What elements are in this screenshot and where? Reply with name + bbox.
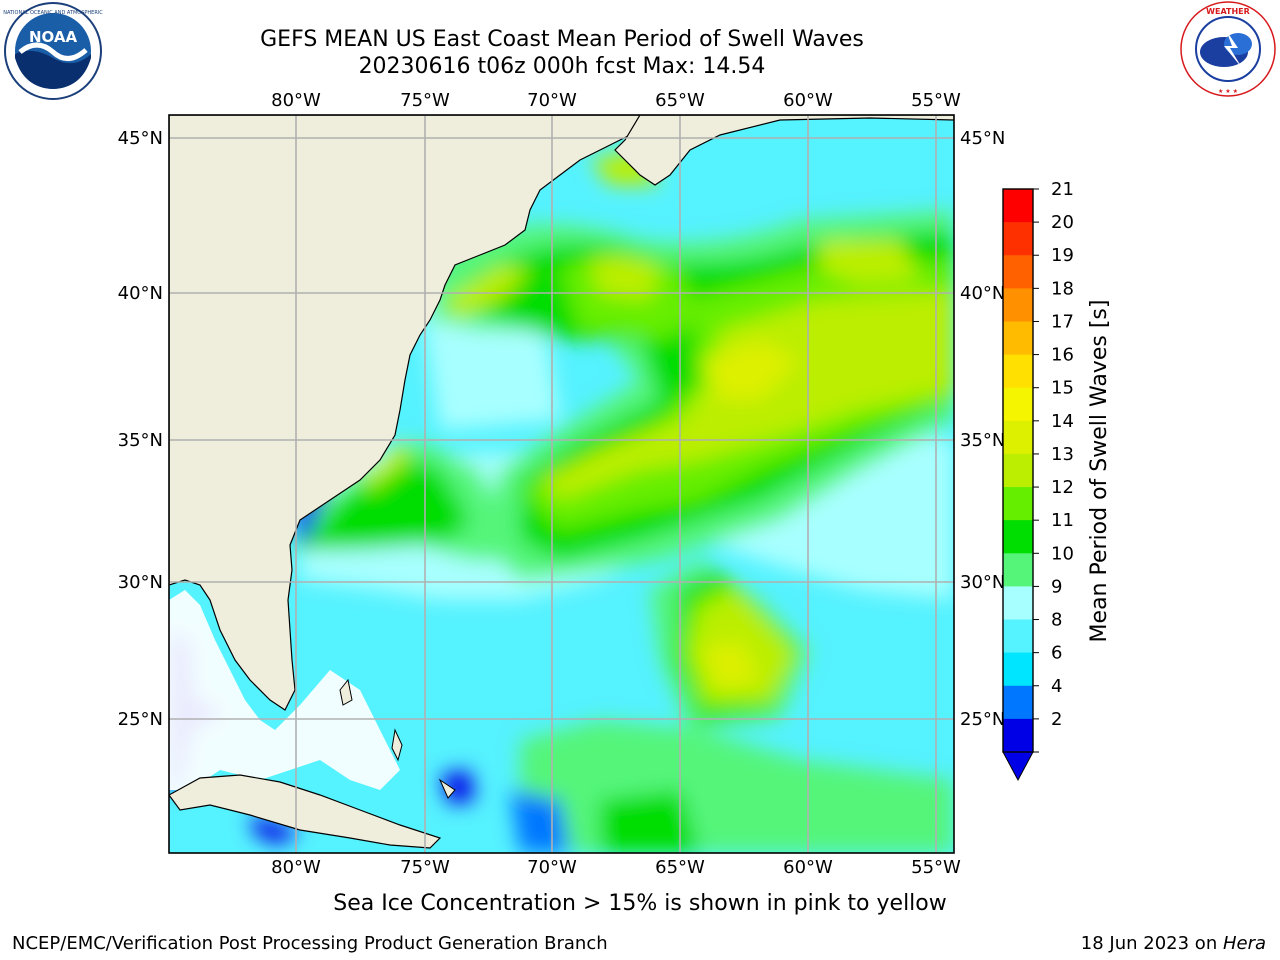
colorbar-swatch — [1003, 520, 1033, 554]
lon-label-bottom: 60°W — [783, 857, 833, 878]
colorbar-tick-label: 17 — [1051, 311, 1074, 332]
chart-subtitle: 20230616 t06z 000h fcst Max: 14.54 — [358, 54, 766, 79]
lat-label-left: 25°N — [118, 709, 163, 730]
colorbar-swatch — [1003, 189, 1033, 223]
lon-label-bottom: 65°W — [655, 857, 705, 878]
colorbar-swatch — [1003, 586, 1033, 621]
colorbar-tick-label: 2 — [1051, 709, 1062, 730]
colorbar-swatch — [1003, 354, 1033, 389]
lon-label-top: 75°W — [400, 90, 450, 111]
colorbar-swatch — [1003, 321, 1033, 356]
sea-ice-note: Sea Ice Concentration > 15% is shown in … — [333, 891, 947, 916]
lon-label-top: 70°W — [527, 90, 577, 111]
noaa-logo: NOAA NATIONAL OCEANIC AND ATMOSPHERIC — [3, 2, 103, 100]
lat-label-left: 40°N — [118, 283, 163, 304]
colorbar-tick-label: 21 — [1051, 179, 1074, 200]
colorbar-extend-triangle — [1002, 751, 1034, 782]
lon-label-top: 55°W — [911, 90, 961, 111]
chart-title: GEFS MEAN US East Coast Mean Period of S… — [260, 27, 864, 52]
lat-label-left: 45°N — [118, 128, 163, 149]
colorbar-tick-label: 6 — [1051, 643, 1062, 664]
host-name: Hera — [1222, 933, 1266, 954]
lon-label-bottom: 55°W — [911, 857, 961, 878]
colorbar-tick-label: 8 — [1051, 610, 1062, 631]
colorbar-tick-label: 14 — [1051, 411, 1074, 432]
lon-label-bottom: 75°W — [400, 857, 450, 878]
colorbar-swatch — [1003, 619, 1033, 654]
date-prefix: 18 Jun 2023 on — [1080, 933, 1223, 954]
colorbar-swatch — [1003, 387, 1033, 422]
colorbar-swatch — [1003, 652, 1033, 687]
colorbar-tick-label: 11 — [1051, 510, 1074, 531]
noaa-ring-text: NATIONAL OCEANIC AND ATMOSPHERIC — [3, 10, 103, 16]
colorbar-tick-label: 10 — [1051, 543, 1074, 564]
colorbar-label: Mean Period of Swell Waves [s] — [1087, 300, 1112, 643]
lon-label-bottom: 80°W — [271, 857, 321, 878]
graticule — [169, 115, 954, 853]
lat-label-left: 35°N — [118, 430, 163, 451]
land-cuba — [169, 774, 442, 849]
map-frame — [168, 114, 955, 854]
colorbar-swatch — [1003, 487, 1033, 521]
colorbar-swatch — [1003, 718, 1033, 753]
colorbar-frame — [1002, 188, 1034, 753]
lat-label-right: 25°N — [960, 709, 1005, 730]
colorbar-tick-label: 15 — [1051, 378, 1074, 399]
lon-label-top: 60°W — [783, 90, 833, 111]
colorbar-tick-label: 19 — [1051, 245, 1074, 266]
colorbar-tick-label: 9 — [1051, 576, 1062, 597]
lat-label-left: 30°N — [118, 572, 163, 593]
svg-text:NOAA: NOAA — [29, 28, 78, 46]
colorbar-tick-label: 20 — [1051, 212, 1074, 233]
lat-label-right: 45°N — [960, 128, 1005, 149]
colorbar-swatch — [1003, 453, 1033, 488]
colorbar-tick-label: 13 — [1051, 444, 1074, 465]
colorbar: 21 20 19 18 17 16 15 14 13 12 11 10 9 8 6 4 2 — [1002, 179, 1074, 782]
colorbar-swatch — [1003, 685, 1033, 720]
nws-logo: WEATHER ★ ★ ★ — [1180, 1, 1276, 97]
lat-label-right: 30°N — [960, 572, 1005, 593]
lon-label-top: 80°W — [271, 90, 321, 111]
credit-text: NCEP/EMC/Verification Post Processing Pr… — [12, 933, 608, 954]
colorbar-swatch — [1003, 288, 1033, 322]
land-us — [169, 115, 641, 711]
colorbar-tick-label: 18 — [1051, 278, 1074, 299]
colorbar-tick-label: 4 — [1051, 676, 1062, 697]
colorbar-swatch — [1003, 222, 1033, 256]
date-text: 18 Jun 2023 on Hera — [1081, 933, 1266, 954]
colorbar-swatch — [1003, 420, 1033, 455]
lon-label-top: 65°W — [655, 90, 705, 111]
colorbar-tick-label: 12 — [1051, 477, 1074, 498]
map-field — [169, 115, 954, 853]
colorbar-swatch — [1003, 553, 1033, 587]
svg-text:★ ★ ★: ★ ★ ★ — [1218, 88, 1238, 95]
svg-text:WEATHER: WEATHER — [1206, 7, 1250, 16]
lat-label-right: 35°N — [960, 430, 1005, 451]
colorbar-swatch — [1003, 255, 1033, 289]
lon-label-bottom: 70°W — [527, 857, 577, 878]
lat-label-right: 40°N — [960, 283, 1005, 304]
colorbar-tick-label: 16 — [1051, 345, 1074, 366]
